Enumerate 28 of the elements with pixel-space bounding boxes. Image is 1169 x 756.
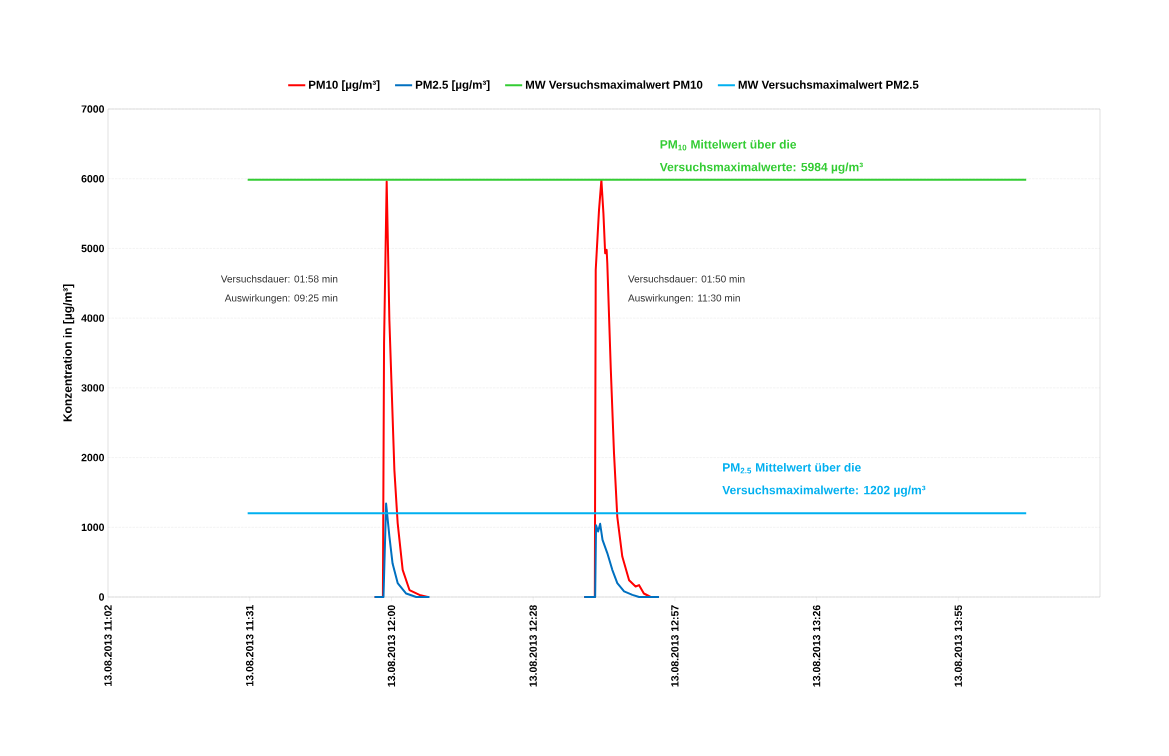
y-tick-label: 3000 [81,384,105,392]
x-tick-label: 13.08.2013 11:02 [104,605,112,686]
y-tick-label: 6000 [81,175,105,183]
annotation: Versuchsdauer: 01:50 min [628,275,745,283]
legend-label: MW Versuchsmaximalwert PM10 [525,80,703,89]
x-tick-label: 13.08.2013 11:31 [246,605,254,686]
legend-label: PM10 [µg/m³] [309,80,380,92]
y-tick-label: 1000 [81,523,105,532]
legend-label: MW Versuchsmaximalwert PM2.5 [738,80,919,89]
legend-label: PM2.5 [µg/m³] [415,80,490,92]
x-tick-label: 13.08.2013 12:57 [671,605,679,687]
x-tick-label: 13.08.2013 13:26 [812,605,821,687]
annotation: Versuchsdauer: 01:58 min [220,275,338,283]
annotation: PM$_{2.5}$ Mittelwert über die [723,462,861,474]
x-tick-label: 13.08.2013 13:55 [954,605,963,687]
annotation: Auswirkungen: 11:30 min [628,294,740,304]
y-tick-label: 2000 [81,453,105,462]
y-tick-label: 0 [99,593,105,601]
x-tick-label: 13.08.2013 12:28 [529,605,537,687]
annotation: Auswirkungen: 09:25 min [224,294,338,304]
x-tick-label: 13.08.2013 12:00 [387,605,396,687]
y-axis-title: Konzentration in [µg/m³] [63,284,75,422]
annotation: Versuchsmaximalwerte: 5984 µg/m³ [659,162,863,174]
y-tick-label: 4000 [81,314,105,322]
y-tick-label: 5000 [81,244,105,253]
annotation: Versuchsmaximalwerte: 1202 µg/m³ [722,485,926,497]
annotation: PM$_{10}$ Mittelwert über die [660,139,797,151]
y-tick-label: 7000 [81,105,105,113]
